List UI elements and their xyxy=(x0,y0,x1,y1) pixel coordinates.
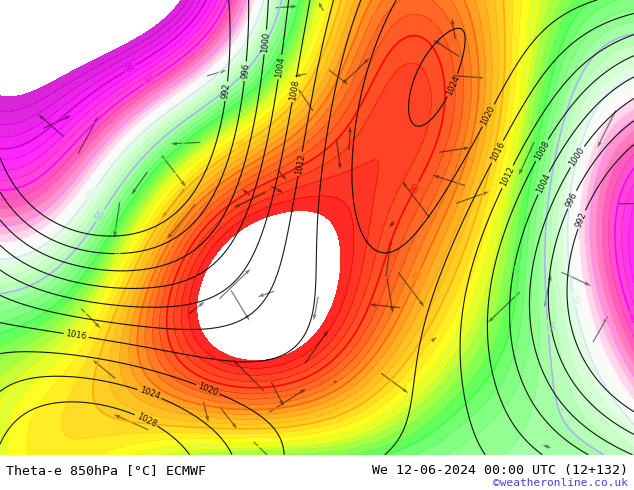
Text: 1008: 1008 xyxy=(533,139,551,162)
Text: 45: 45 xyxy=(605,327,618,340)
Text: 1028: 1028 xyxy=(134,411,158,429)
Text: 1020: 1020 xyxy=(479,104,497,127)
Text: 1004: 1004 xyxy=(534,172,552,195)
Text: 55: 55 xyxy=(543,321,553,332)
Text: We 12-06-2024 00:00 UTC (12+132): We 12-06-2024 00:00 UTC (12+132) xyxy=(372,464,628,477)
Text: 1024: 1024 xyxy=(138,386,161,401)
Text: 60: 60 xyxy=(514,262,524,274)
Text: 996: 996 xyxy=(564,191,579,209)
Text: 50: 50 xyxy=(569,294,579,305)
Text: 1000: 1000 xyxy=(260,31,271,53)
Text: 70: 70 xyxy=(235,139,249,152)
Text: 60: 60 xyxy=(108,220,122,234)
Text: 1024: 1024 xyxy=(444,74,461,97)
Text: 40: 40 xyxy=(143,74,156,87)
Text: 80: 80 xyxy=(409,181,422,195)
Text: 75: 75 xyxy=(411,269,424,282)
Text: 1004: 1004 xyxy=(274,56,286,78)
Text: 65: 65 xyxy=(500,196,510,209)
Text: 55: 55 xyxy=(94,208,107,222)
Text: 1012: 1012 xyxy=(294,153,306,175)
Text: 45: 45 xyxy=(158,85,172,98)
Text: 1016: 1016 xyxy=(488,140,507,163)
Text: 992: 992 xyxy=(574,211,589,228)
Text: 1012: 1012 xyxy=(499,165,516,188)
Text: 1020: 1020 xyxy=(197,381,219,397)
Text: 1000: 1000 xyxy=(567,146,586,168)
Text: 50: 50 xyxy=(84,187,98,201)
Text: 1016: 1016 xyxy=(65,329,87,342)
Text: 35: 35 xyxy=(124,62,137,75)
Text: 996: 996 xyxy=(240,63,250,80)
Text: 65: 65 xyxy=(113,249,126,263)
Text: Theta-e 850hPa [°C] ECMWF: Theta-e 850hPa [°C] ECMWF xyxy=(6,464,206,477)
Text: ©weatheronline.co.uk: ©weatheronline.co.uk xyxy=(493,478,628,488)
Text: 992: 992 xyxy=(221,83,232,99)
Text: 40: 40 xyxy=(626,311,634,324)
Text: 1008: 1008 xyxy=(288,78,301,101)
